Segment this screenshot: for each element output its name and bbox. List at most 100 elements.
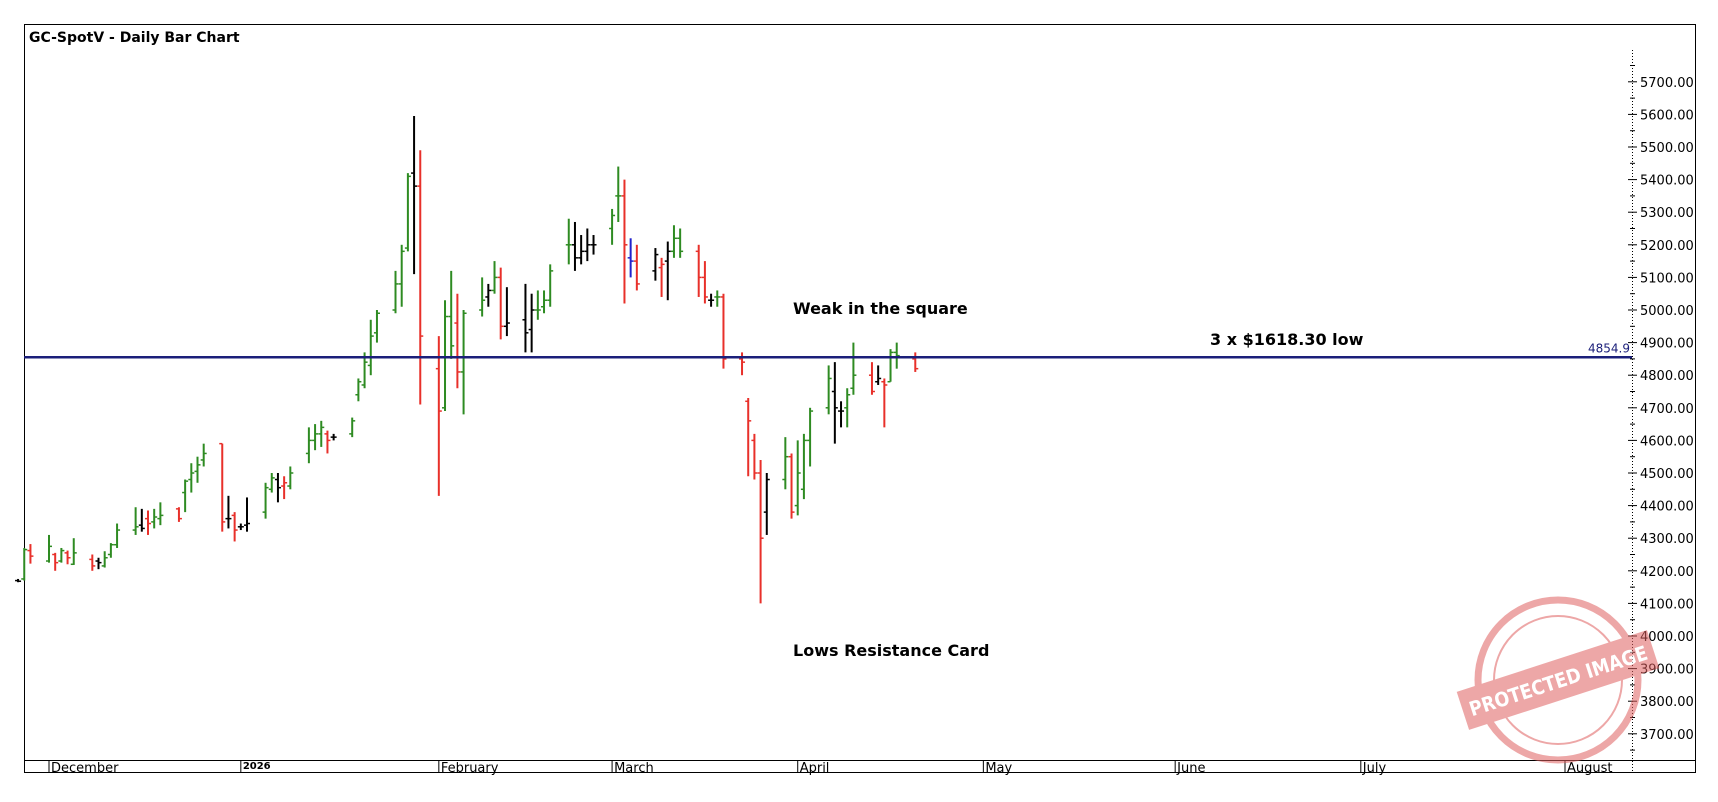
price-bar [52, 552, 59, 571]
price-bar [745, 398, 752, 477]
y-tick-label: 4500.00 [1640, 467, 1694, 482]
x-tick-label: May [985, 761, 1012, 776]
y-tick-label: 4300.00 [1640, 532, 1694, 547]
price-bar [89, 554, 96, 571]
y-tick-label: 4800.00 [1640, 369, 1694, 384]
price-bar [664, 241, 671, 301]
price-bar [64, 550, 71, 565]
price-bar [442, 300, 449, 412]
price-bar [262, 482, 269, 519]
price-bar [107, 543, 114, 558]
price-bar [831, 362, 838, 444]
price-bar [151, 508, 158, 529]
price-bar [145, 510, 152, 535]
price-bar [658, 257, 665, 297]
annotation-weak-in-square: Weak in the square [793, 299, 968, 318]
chart-title: GC-SpotV - Daily Bar Chart [29, 30, 240, 46]
price-bar [188, 463, 195, 493]
price-bar [95, 557, 102, 570]
price-bar [695, 244, 702, 297]
price-bar [101, 551, 108, 568]
price-bar [868, 362, 875, 395]
y-tick-label: 4900.00 [1640, 337, 1694, 352]
price-bar [219, 442, 226, 532]
price-bar [305, 427, 312, 464]
price-bar [782, 437, 789, 490]
price-bar [565, 218, 572, 265]
price-bar [268, 473, 275, 493]
annotation-multiple-of-low: 3 x $1618.30 low [1210, 330, 1364, 349]
price-bar [751, 433, 758, 480]
price-bar [757, 459, 764, 604]
price-bar [633, 244, 640, 291]
price-bar [373, 310, 380, 343]
y-tick-label: 4100.00 [1640, 597, 1694, 612]
y-tick-label: 5100.00 [1640, 271, 1694, 286]
price-bar [541, 290, 548, 314]
price-bar [615, 166, 622, 222]
price-bar [448, 270, 455, 359]
price-bar [355, 378, 362, 402]
price-bar [349, 417, 356, 438]
x-tick-label: 2026 [243, 761, 271, 772]
price-bar [312, 424, 319, 451]
price-bar [435, 336, 442, 496]
price-bar [194, 456, 201, 483]
price-bar [175, 507, 182, 522]
price-bar [838, 401, 845, 428]
price-bar [708, 293, 715, 307]
price-bar [225, 495, 232, 529]
price-bar [627, 238, 634, 278]
price-bar [70, 538, 77, 566]
price-bar [652, 248, 659, 281]
price-bar [182, 479, 189, 513]
y-tick-label: 4600.00 [1640, 434, 1694, 449]
x-tick-label: July [1362, 761, 1387, 776]
price-bar [27, 544, 34, 564]
y-tick-label: 4400.00 [1640, 500, 1694, 515]
price-bar [404, 173, 411, 252]
price-bar [670, 225, 677, 258]
watermark-outer-ring [1474, 596, 1642, 764]
price-bar [200, 443, 207, 467]
price-bar [318, 420, 325, 447]
price-bar [138, 508, 145, 532]
price-bar [58, 547, 65, 563]
y-axis: 3700.003800.003900.004000.004100.004200.… [1628, 65, 1694, 751]
price-bar [274, 473, 281, 503]
x-tick-label: December [51, 761, 119, 776]
x-tick-label: June [1176, 761, 1205, 776]
price-bar [714, 290, 721, 307]
price-bar [571, 221, 578, 271]
price-bar [584, 228, 591, 262]
price-bar [398, 244, 405, 307]
price-bar [807, 407, 814, 467]
price-bar [392, 270, 399, 314]
price-bar [281, 476, 288, 500]
price-bar [794, 440, 801, 516]
price-bar [528, 293, 535, 353]
price-bar [15, 578, 22, 583]
y-tick-label: 5000.00 [1640, 304, 1694, 319]
price-bar [324, 430, 331, 454]
y-tick-label: 5500.00 [1640, 141, 1694, 156]
price-bar [231, 512, 238, 542]
price-bar [609, 208, 616, 245]
price-bar [21, 547, 28, 581]
price-bar [411, 116, 418, 275]
price-bar [590, 235, 597, 255]
y-tick-label: 3700.00 [1640, 728, 1694, 743]
price-bar [844, 388, 851, 428]
price-bar [850, 342, 857, 395]
annotation-lows-resistance-card: Lows Resistance Card [793, 641, 989, 660]
price-bar [788, 453, 795, 519]
price-bar [893, 342, 900, 369]
x-axis: December 2026 February March April May June Jul… [48, 760, 1613, 776]
price-bar [825, 365, 832, 415]
price-bar [114, 523, 121, 548]
price-bar [522, 283, 529, 353]
resistance-line-label: 4854.9 [1588, 341, 1630, 355]
price-bar [244, 497, 251, 532]
price-bar [157, 502, 164, 526]
